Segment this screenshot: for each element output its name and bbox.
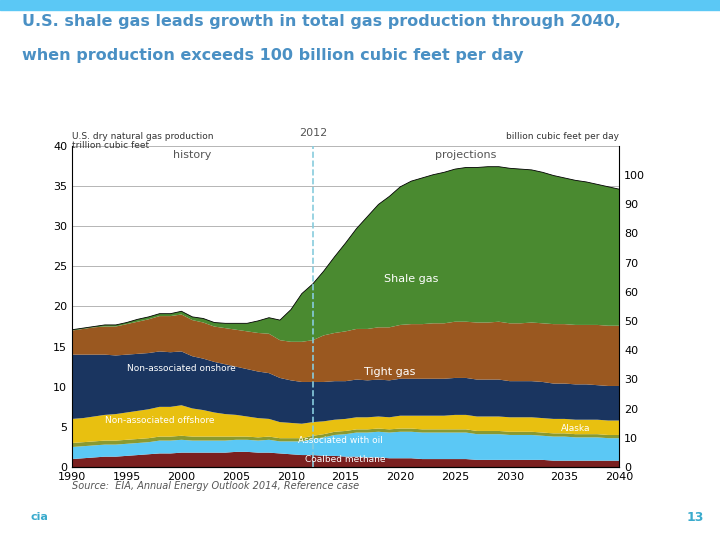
Text: billion cubic feet per day: billion cubic feet per day [506,132,619,141]
Text: Deloitte Oil and Gas Conference: Deloitte Oil and Gas Conference [86,504,243,514]
Text: Coalbed methane: Coalbed methane [305,455,386,464]
Text: Non-associated onshore: Non-associated onshore [127,364,235,373]
Text: Non-associated offshore: Non-associated offshore [105,416,215,425]
Bar [0,0,720,10]
Text: when production exceeds 100 billion cubic feet per day: when production exceeds 100 billion cubi… [22,48,523,63]
Text: history: history [174,150,212,160]
Text: trillion cubic feet: trillion cubic feet [72,141,149,150]
Text: projections: projections [436,150,497,160]
Text: Tight gas: Tight gas [364,367,415,377]
Text: Alaska: Alaska [561,424,590,433]
Circle shape [0,513,104,521]
Text: cia: cia [31,512,48,522]
Text: 2012: 2012 [299,128,327,138]
Text: Shale gas: Shale gas [384,274,438,285]
Text: November 18, 2014: November 18, 2014 [86,522,184,532]
Circle shape [608,511,720,523]
Text: Source:  EIA, Annual Energy Outlook 2014, Reference case: Source: EIA, Annual Energy Outlook 2014,… [72,481,359,491]
Text: Associated with oil: Associated with oil [297,436,382,445]
Text: U.S. dry natural gas production: U.S. dry natural gas production [72,132,214,141]
Text: 13: 13 [686,510,703,524]
Text: U.S. shale gas leads growth in total gas production through 2040,: U.S. shale gas leads growth in total gas… [22,14,621,29]
